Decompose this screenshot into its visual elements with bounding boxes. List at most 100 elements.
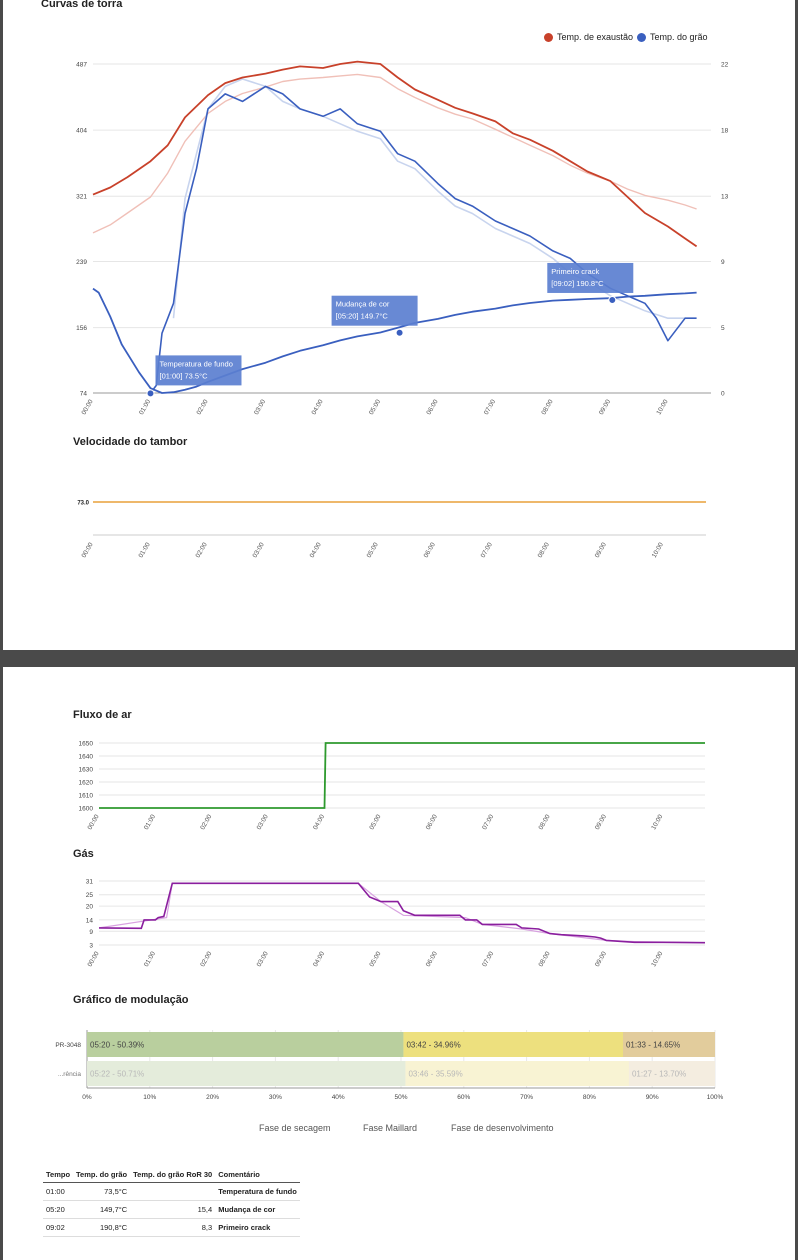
modulation-x-tick-label: 40%	[332, 1094, 345, 1101]
roast-x-tick-label: 08:00	[540, 398, 554, 416]
airflow-chart-title: Fluxo de ar	[73, 709, 132, 721]
drum-chart-title: Velocidade do tambor	[73, 436, 188, 448]
drum-x-tick-label: 04:00	[309, 541, 323, 559]
airflow-x-tick-label: 02:00	[199, 813, 213, 831]
legend-bean[interactable]: Temp. do grão	[637, 32, 708, 42]
roast-x-tick-label: 01:00	[138, 398, 152, 416]
gas-y-tick-label: 20	[86, 904, 94, 911]
drum-x-tick-label: 00:00	[81, 541, 95, 559]
modulation-segment	[405, 1061, 629, 1086]
modulation-segment	[628, 1061, 715, 1086]
airflow-y-tick-label: 1600	[79, 806, 94, 813]
airflow-x-tick-label: 01:00	[143, 813, 157, 831]
gas-y-tick-label: 25	[86, 892, 94, 899]
modulation-segment-label: 01:33 - 14.65%	[626, 1041, 680, 1050]
legend-bean-label: Temp. do grão	[650, 32, 708, 42]
roast-chart[interactable]: 487 22 404 18 321 13 239 9 156 5 74 0 00:00 01:00 02:0…	[3, 0, 795, 430]
legend-exhaust[interactable]: Temp. de exaustão	[544, 32, 633, 42]
cell-bean-temp: 73,5°C	[73, 1182, 131, 1201]
roast-y2-tick-label: 22	[721, 62, 729, 69]
annotation-time: [09:02] 190.8°C	[551, 279, 604, 288]
roast-x-tick-label: 03:00	[253, 398, 267, 416]
modulation-segment-label: 03:46 - 35.59%	[408, 1070, 462, 1079]
modulation-segment-label: 01:27 - 13.70%	[632, 1070, 686, 1079]
legend-exhaust-dot	[544, 32, 553, 42]
roast-series-line-0	[92, 60, 698, 248]
roast-x-tick-label: 00:00	[81, 398, 95, 416]
gas-x-tick-label: 10:00	[650, 950, 664, 968]
roast-x-tick-label: 09:00	[598, 398, 612, 416]
roast-y-tick-label: 74	[80, 391, 88, 398]
roast-y2-tick-label: 18	[721, 128, 729, 135]
roast-y-tick-label: 487	[76, 62, 87, 69]
annotation-time: [05:20] 149.7°C	[336, 312, 389, 321]
modulation-x-tick-label: 10%	[143, 1094, 156, 1101]
gas-series-line-1	[98, 882, 706, 944]
roast-y2-tick-label: 0	[721, 391, 725, 398]
cell-comment: Primeiro crack	[215, 1218, 300, 1237]
drum-x-tick-label: 03:00	[252, 541, 266, 559]
airflow-x-tick-label: 00:00	[87, 813, 101, 831]
roast-y2-tick-label: 5	[721, 325, 725, 332]
modulation-segment-label: 05:22 - 50.71%	[90, 1070, 144, 1079]
modulation-segment-label: 05:20 - 50.39%	[90, 1041, 144, 1050]
modulation-x-tick-label: 30%	[269, 1094, 282, 1101]
roast-series-line-3	[149, 85, 697, 394]
col-ror-header: Temp. do grão RoR 30	[130, 1167, 216, 1183]
gas-series-line-0	[98, 882, 706, 944]
drum-x-tick-label: 09:00	[594, 541, 608, 559]
modulation-x-tick-label: 0%	[82, 1094, 92, 1101]
roast-x-tick-label: 04:00	[310, 398, 324, 416]
cell-bean-temp: 190,8°C	[73, 1218, 131, 1237]
report-page-1: Curvas de torra Temp. de exaustão Temp. …	[3, 0, 795, 650]
modulation-segment	[403, 1032, 623, 1057]
airflow-x-tick-label: 03:00	[256, 813, 270, 831]
gas-y-tick-label: 31	[86, 879, 94, 886]
airflow-x-tick-label: 05:00	[368, 813, 382, 831]
drum-x-tick-label: 08:00	[537, 541, 551, 559]
airflow-y-tick-label: 1630	[79, 767, 94, 774]
gas-x-tick-label: 09:00	[594, 950, 608, 968]
col-comment-header: Comentário	[215, 1167, 300, 1183]
cell-bean-temp: 149,7°C	[73, 1200, 131, 1219]
drum-x-tick-label: 06:00	[423, 541, 437, 559]
table-row: 01:00 73,5°C Temperatura de fundo	[43, 1182, 300, 1201]
table-row: 09:02 190,8°C 8,3 Primeiro crack	[43, 1218, 300, 1237]
gas-x-tick-label: 08:00	[538, 950, 552, 968]
roast-y2-tick-label: 9	[721, 259, 725, 266]
modulation-x-tick-label: 60%	[457, 1094, 470, 1101]
cell-ror	[130, 1182, 216, 1201]
cell-time: 01:00	[43, 1182, 74, 1201]
modulation-x-tick-label: 90%	[646, 1094, 659, 1101]
airflow-series-line	[99, 742, 705, 809]
annotation-name: Temperatura de fundo	[159, 359, 232, 368]
modulation-segment	[622, 1032, 715, 1057]
airflow-y-tick-label: 1640	[79, 754, 94, 761]
drum-x-tick-label: 02:00	[195, 541, 209, 559]
airflow-x-tick-label: 10:00	[650, 813, 664, 831]
gas-x-tick-label: 07:00	[481, 950, 495, 968]
phase-legend-drying: Fase de secagem	[259, 1123, 331, 1133]
drum-x-tick-label: 07:00	[480, 541, 494, 559]
modulation-row-label: ...rência	[58, 1071, 82, 1078]
modulation-segment	[87, 1061, 406, 1086]
cell-ror: 15,4	[130, 1200, 216, 1219]
gas-y-tick-label: 9	[89, 929, 93, 936]
events-table: Tempo Temp. do grão Temp. do grão RoR 30…	[43, 1167, 300, 1237]
events-table-header: Tempo Temp. do grão Temp. do grão RoR 30…	[43, 1167, 300, 1183]
roast-y2-tick-label: 13	[721, 194, 729, 201]
annotation-box	[331, 295, 418, 326]
airflow-x-tick-label: 07:00	[481, 813, 495, 831]
phase-legend-maillard: Fase Maillard	[363, 1123, 418, 1133]
cell-time: 09:02	[43, 1218, 74, 1237]
drum-x-tick-label: 10:00	[651, 541, 665, 559]
drum-x-tick-label: 05:00	[366, 541, 380, 559]
annotation-name: Mudança de cor	[336, 300, 390, 309]
gas-x-tick-label: 02:00	[199, 950, 213, 968]
cell-time: 05:20	[43, 1200, 74, 1219]
annotation-name: Primeiro crack	[551, 267, 599, 276]
legend-bean-dot	[637, 32, 646, 42]
gas-x-tick-label: 06:00	[425, 950, 439, 968]
roast-y-tick-label: 156	[76, 325, 87, 332]
